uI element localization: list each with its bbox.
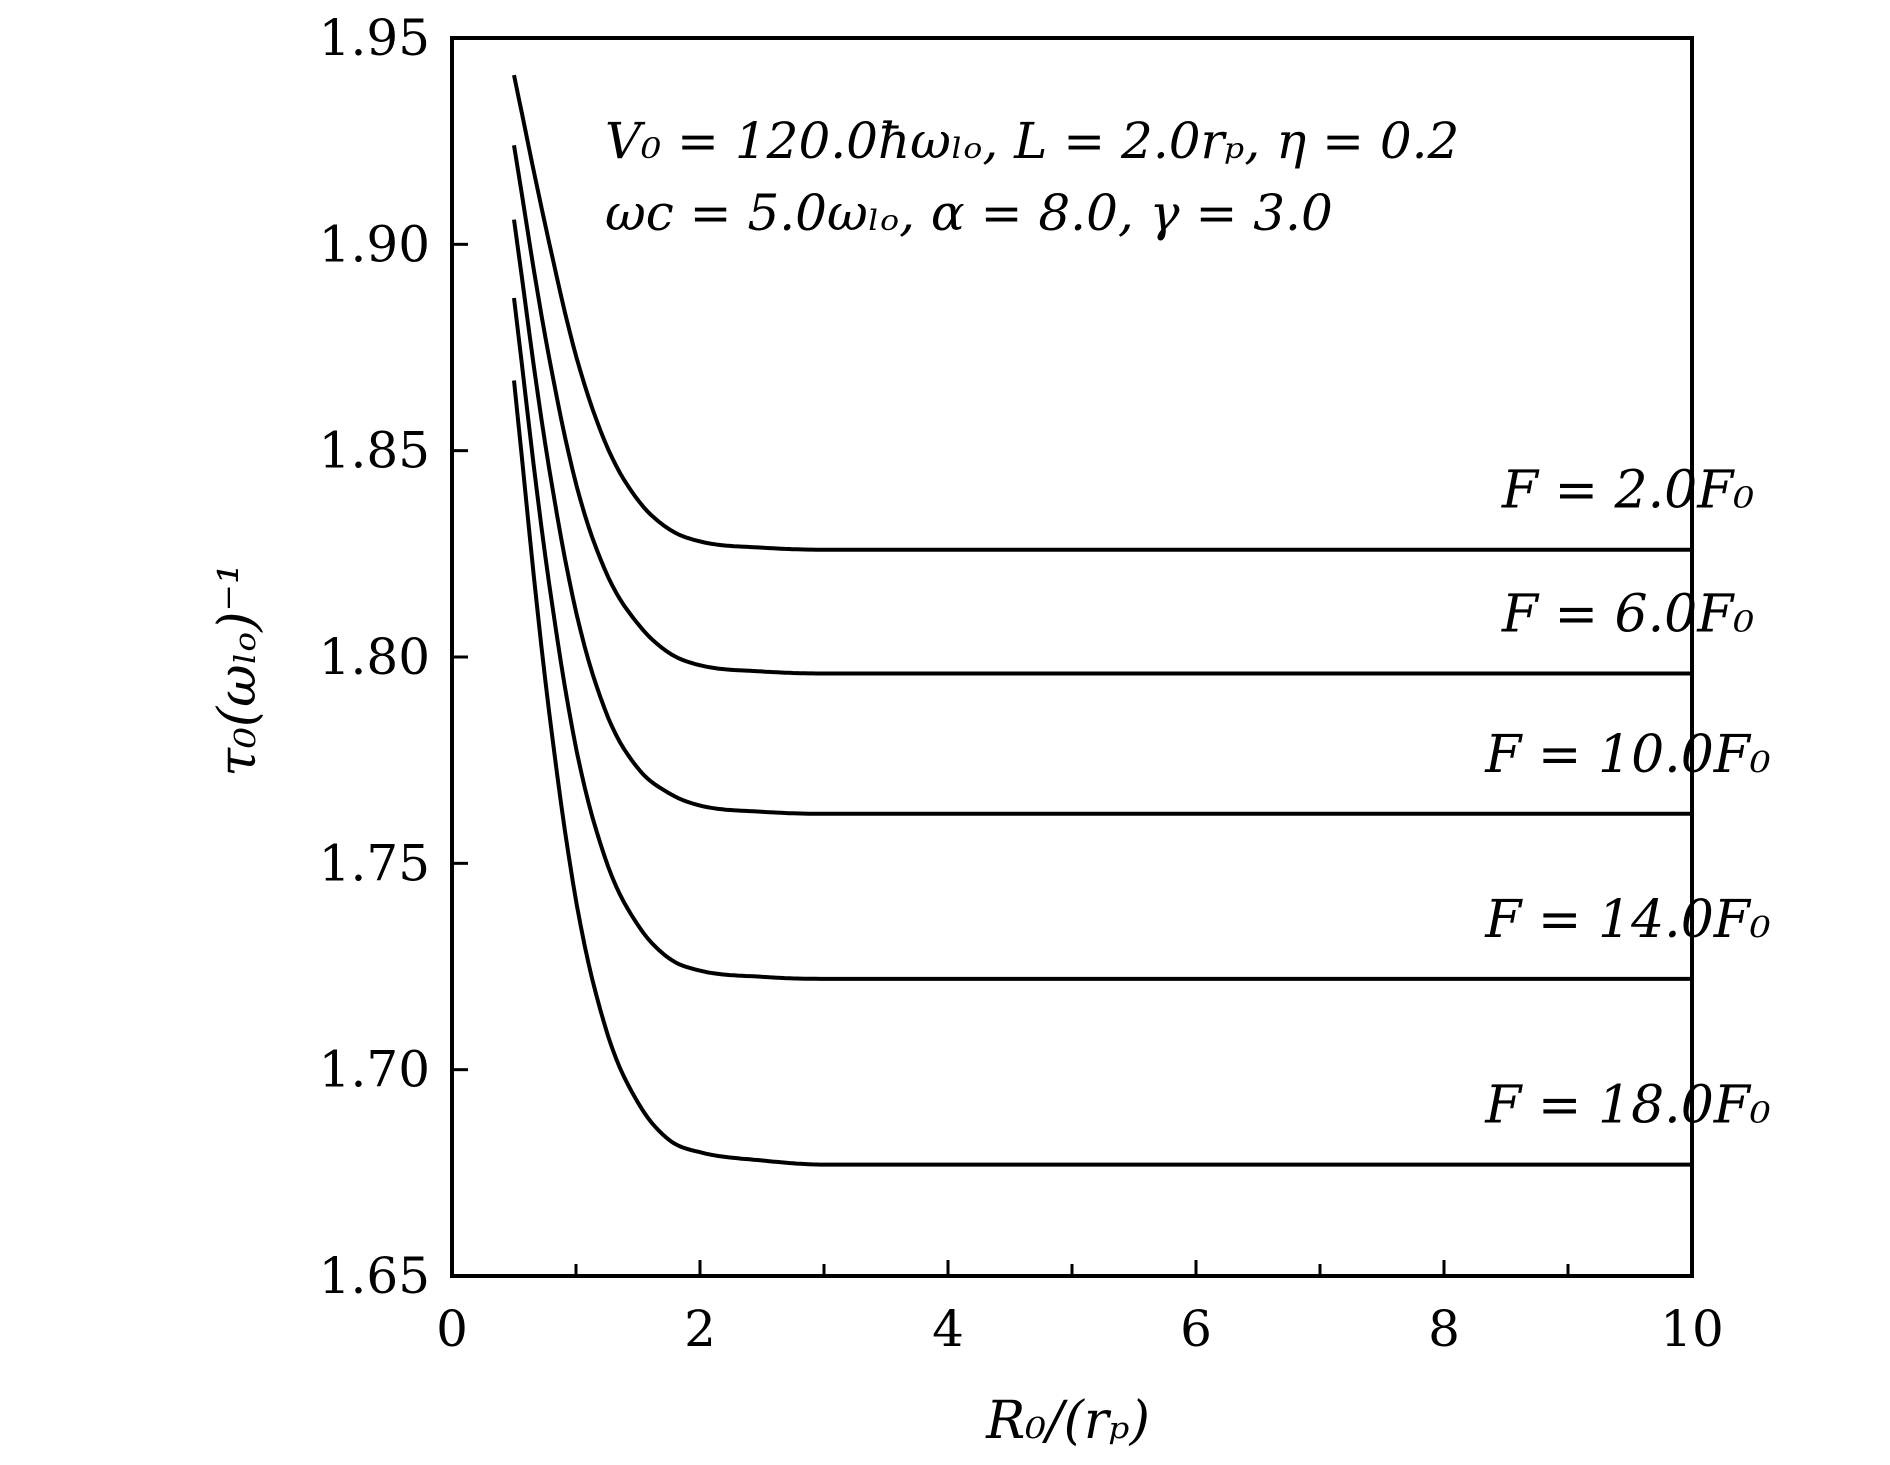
annotation-line-2: ωc = 5.0ωₗₒ, α = 8.0, γ = 3.0: [605, 184, 1333, 242]
series-line-5: [512, 380, 1692, 1167]
y-tick-label: 1.90: [319, 215, 430, 273]
y-tick-label: 1.65: [319, 1247, 430, 1305]
series-label-3: F = 10.0F₀: [1484, 725, 1771, 785]
series-curves: [512, 74, 1692, 1167]
series-label-1: F = 2.0F₀: [1501, 461, 1754, 521]
axis-ticks: 0 2 4 6 8 10 1.65 1.70 1.75 1.80 1.85 1.90 1.95: [319, 9, 1724, 1358]
series-labels: F = 2.0F₀ F = 6.0F₀ F = 10.0F₀ F = 14.0F₀ F …: [1484, 461, 1771, 1136]
series-label-4: F = 14.0F₀: [1484, 890, 1771, 950]
y-tick-label: 1.85: [319, 422, 430, 480]
x-axis-title: R₀/(rₚ): [985, 1391, 1150, 1451]
x-tick-label: 10: [1660, 1300, 1724, 1358]
series-line-2: [512, 144, 1692, 676]
x-tick-label: 2: [684, 1300, 716, 1358]
x-tick-label: 6: [1180, 1300, 1212, 1358]
y-tick-label: 1.95: [319, 9, 430, 67]
x-tick-label: 4: [932, 1300, 964, 1358]
y-tick-label: 1.70: [319, 1041, 430, 1099]
annotation-line-1: V₀ = 120.0ħωₗₒ, L = 2.0rₚ, η = 0.2: [605, 112, 1459, 170]
series-line-4: [512, 297, 1692, 981]
plot-frame: [450, 36, 1694, 1278]
series-line-3: [512, 219, 1692, 816]
series-line-1: [512, 74, 1692, 552]
x-tick-label: 8: [1428, 1300, 1460, 1358]
x-tick-label: 0: [436, 1300, 468, 1358]
y-axis-title: τ₀(ωₗₒ)⁻¹: [208, 563, 268, 777]
y-tick-label: 1.75: [319, 834, 430, 892]
series-label-2: F = 6.0F₀: [1501, 585, 1754, 645]
series-label-5: F = 18.0F₀: [1484, 1076, 1771, 1136]
y-tick-label: 1.80: [319, 628, 430, 686]
